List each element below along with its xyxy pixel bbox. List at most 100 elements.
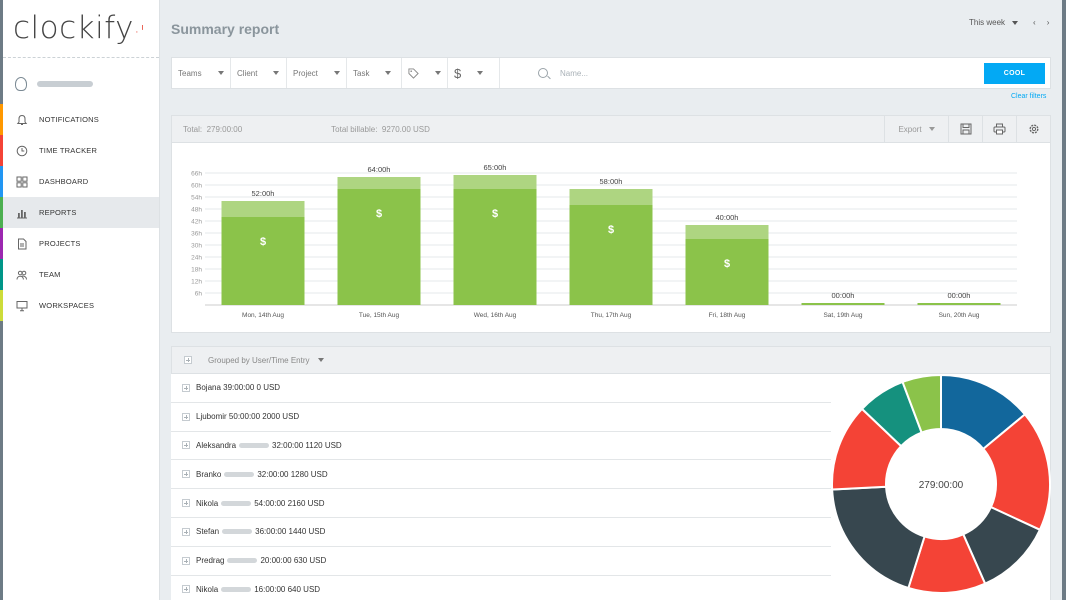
list-item[interactable]: Ljubomir 50:00:00 2000 USD [171, 402, 831, 432]
bar-chart: 6h 12h 18h 24h 30h 36h 42h 48h 54h 60h 66h $52:00h M… [191, 163, 1017, 319]
expand-icon[interactable] [182, 527, 190, 536]
list-item[interactable]: Stefan 36:00:00 1440 USD [171, 517, 831, 547]
expand-icon[interactable] [182, 556, 190, 565]
clockify-logo[interactable]: clockify·' [3, 0, 159, 58]
totals-bar: Total: 279:00:00 Total billable: 9270.00… [171, 115, 1051, 143]
date-range-picker[interactable]: This week ‹ › [969, 18, 1049, 27]
bar-value-label: 00:00h [832, 291, 855, 300]
list-item[interactable]: Predrag 20:00:00 630 USD [171, 546, 831, 576]
donut-center-label: 279:00:00 [919, 480, 964, 491]
bar-billable[interactable] [453, 189, 537, 305]
bar-billable[interactable] [569, 205, 653, 305]
user-breakdown-list: Bojana 39:00:00 0 USD Ljubomir 50:00:00 2… [171, 374, 831, 600]
user-name: Nikola [196, 498, 219, 508]
report-toolbar: Export [884, 116, 1050, 142]
blurred-surname [222, 529, 253, 535]
bar-value-label: 58:00h [600, 177, 623, 186]
task-filter[interactable]: Task [347, 58, 402, 88]
sidebar-item-dashboard[interactable]: DASHBOARD [0, 166, 159, 197]
chevron-down-icon [1012, 20, 1019, 25]
next-week-button[interactable]: › [1046, 18, 1050, 27]
user-summary: 39:00:00 0 USD [223, 383, 281, 393]
bar-billable[interactable] [685, 239, 769, 305]
expand-icon[interactable] [182, 383, 190, 392]
user-summary: 32:00:00 1120 USD [272, 440, 342, 450]
expand-icon[interactable] [182, 499, 190, 508]
chevron-down-icon [435, 71, 441, 75]
print-button[interactable] [982, 116, 1016, 142]
export-button[interactable]: Export [884, 116, 948, 142]
list-item[interactable]: Nikola 16:00:00 640 USD [171, 575, 831, 600]
bar-empty[interactable] [917, 303, 1001, 305]
expand-icon[interactable] [182, 412, 190, 421]
clock-icon [15, 144, 29, 158]
project-filter[interactable]: Project [287, 58, 347, 88]
save-button[interactable] [948, 116, 982, 142]
bar-billable[interactable] [221, 217, 305, 305]
list-item[interactable]: Bojana 39:00:00 0 USD [171, 374, 831, 403]
sidebar-item-time-tracker[interactable]: TIME TRACKER [0, 135, 159, 166]
teams-filter[interactable]: Teams [172, 58, 231, 88]
x-tick-label: Tue, 15th Aug [359, 312, 400, 319]
expand-icon[interactable] [182, 441, 190, 450]
bar-non-billable[interactable] [337, 177, 421, 189]
donut-slice[interactable] [831, 485, 926, 590]
donut-chart-panel: 279:00:00 [831, 373, 1051, 600]
y-tick-label: 48h [191, 207, 202, 214]
sidebar-item-label: REPORTS [39, 208, 77, 217]
billable-dollar-mark: $ [376, 208, 382, 220]
blurred-surname [227, 558, 258, 564]
sidebar-item-reports[interactable]: REPORTS [0, 197, 159, 228]
date-range-label: This week [969, 18, 1006, 27]
billable-dollar-mark: $ [492, 208, 498, 220]
expand-icon[interactable] [182, 470, 190, 479]
y-tick-label: 6h [195, 291, 203, 298]
client-filter[interactable]: Client [231, 58, 287, 88]
bar-non-billable[interactable] [221, 201, 305, 217]
user-profile[interactable] [3, 64, 159, 104]
apply-filter-button[interactable]: COOL [984, 62, 1045, 84]
user-name-blurred [37, 81, 93, 87]
expand-icon[interactable] [182, 585, 190, 594]
page-title: Summary report [171, 21, 280, 37]
chevron-down-icon [333, 71, 340, 75]
search-input[interactable]: Name... [560, 68, 589, 78]
search-field[interactable]: Name... [500, 68, 984, 78]
sidebar-item-notifications[interactable]: NOTIFICATIONS [0, 104, 159, 135]
save-icon [960, 123, 971, 135]
list-item[interactable]: Branko 32:00:00 1280 USD [171, 460, 831, 490]
list-item[interactable]: Nikola 54:00:00 2160 USD [171, 489, 831, 518]
clear-filters-link[interactable]: Clear filters [1011, 93, 1047, 100]
bar-chart-card: 6h 12h 18h 24h 30h 36h 42h 48h 54h 60h 66h $52:00h M… [171, 143, 1051, 333]
sidebar-item-workspaces[interactable]: WORKSPACES [0, 290, 159, 321]
bar-non-billable[interactable] [685, 225, 769, 239]
chevron-down-icon[interactable] [317, 358, 324, 362]
bar-value-label: 00:00h [948, 291, 971, 300]
user-summary: 36:00:00 1440 USD [255, 527, 326, 537]
donut-slice[interactable] [901, 373, 942, 434]
tag-filter[interactable] [402, 58, 448, 88]
chevron-down-icon [385, 71, 392, 75]
expand-all-icon[interactable] [184, 356, 192, 364]
user-summary: 50:00:00 2000 USD [228, 412, 300, 422]
sidebar-item-label: TEAM [39, 270, 61, 279]
dashboard-icon [15, 175, 29, 189]
sidebar-color-bar [0, 290, 3, 321]
bar-empty[interactable] [801, 303, 885, 305]
y-tick-label: 60h [191, 183, 202, 190]
grouping-select[interactable]: Grouped by User/Time Entry [208, 355, 310, 365]
settings-button[interactable] [1016, 116, 1050, 142]
sidebar-item-team[interactable]: TEAM [0, 259, 159, 290]
user-summary: 32:00:00 1280 USD [257, 469, 328, 479]
bar-non-billable[interactable] [453, 175, 537, 189]
sidebar-item-projects[interactable]: PROJECTS [0, 228, 159, 259]
bar-chart-icon [15, 206, 29, 220]
list-item[interactable]: Aleksandra 32:00:00 1120 USD [171, 431, 831, 461]
bar-non-billable[interactable] [569, 189, 653, 205]
project-filter-label: Project [293, 68, 318, 78]
bar-billable[interactable] [337, 189, 421, 305]
prev-week-button[interactable]: ‹ [1033, 18, 1036, 27]
user-summary: 20:00:00 630 USD [260, 556, 327, 566]
billable-filter[interactable]: $ [448, 58, 500, 88]
y-tick-label: 24h [191, 255, 202, 262]
